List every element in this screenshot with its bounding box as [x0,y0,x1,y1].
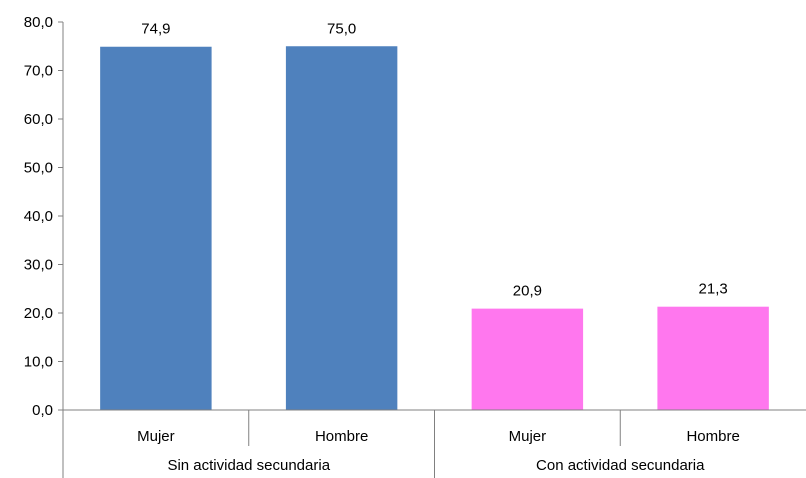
y-tick-label: 10,0 [24,354,53,371]
bar-mujer-group-1 [100,46,212,411]
x-category-label: Mujer [137,428,175,445]
bar-hombre-group-1 [285,46,398,410]
x-category-label: Hombre [315,428,368,445]
y-tick-label: 20,0 [24,305,53,322]
y-tick-label: 80,0 [24,14,53,31]
y-tick-label: 40,0 [24,208,53,225]
data-label: 20,9 [513,283,542,300]
data-label: 74,9 [141,21,170,38]
bar-mujer-group-2 [471,308,584,410]
y-axis: 0,0 10,0 20,0 30,0 40,0 50,0 60,0 70,0 80,0 [24,14,64,419]
bar-hombre-group-2 [657,306,769,410]
y-tick-label: 60,0 [24,111,53,128]
x-group-label: Sin actividad secundaria [167,457,330,474]
y-tick-label: 70,0 [24,63,53,80]
x-category-label: Hombre [686,428,739,445]
data-label: 21,3 [699,281,728,298]
x-category-label: Mujer [509,428,547,445]
y-tick-label: 0,0 [32,402,53,419]
y-tick-label: 30,0 [24,257,53,274]
y-tick-label: 50,0 [24,160,53,177]
x-group-label: Con actividad secundaria [536,457,705,474]
x-axis: Mujer Hombre Sin actividad secundaria Mujer… [62,409,806,478]
data-label: 75,0 [327,20,356,37]
bars: 74,9 75,0 20,9 21,3 [100,20,769,411]
